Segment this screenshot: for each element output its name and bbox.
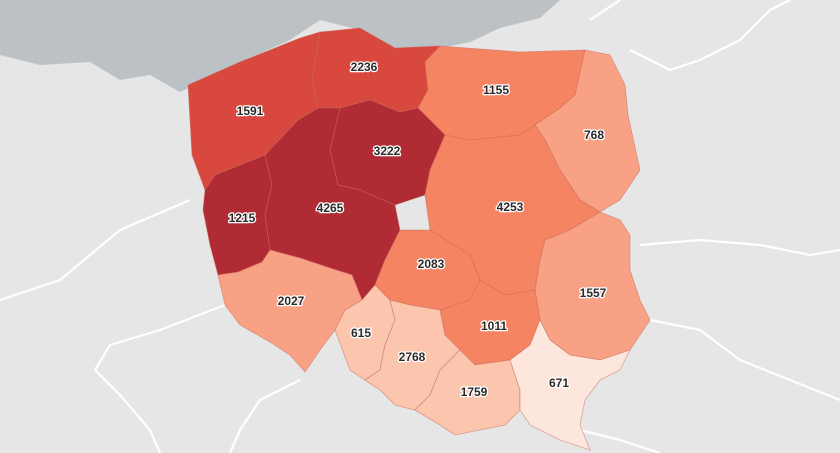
value-label-kujawsko-pomorskie: 3222 bbox=[374, 144, 401, 158]
value-label-opolskie: 615 bbox=[351, 326, 371, 340]
value-label-mazowieckie: 4253 bbox=[497, 200, 524, 214]
value-label-podkarpackie: 671 bbox=[549, 376, 569, 390]
value-label-swietokrzyskie: 1011 bbox=[481, 319, 507, 333]
value-label-warminsko-mazurskie: 1155 bbox=[483, 83, 509, 97]
value-label-slaskie: 2768 bbox=[399, 350, 426, 364]
voivodeships bbox=[187, 27, 651, 451]
value-label-lubelskie: 1557 bbox=[580, 286, 607, 300]
value-label-dolnoslaskie: 2027 bbox=[278, 294, 305, 308]
value-label-pomorskie: 2236 bbox=[351, 60, 378, 74]
value-label-wielkopolskie: 4265 bbox=[317, 201, 344, 215]
value-labels: 1591 2236 1155 768 3222 1215 4265 4253 2… bbox=[227, 59, 608, 401]
region-shape-podkarpackie[interactable] bbox=[509, 319, 631, 451]
value-label-lubuskie: 1215 bbox=[229, 211, 256, 225]
value-label-zachodniopomorskie: 1591 bbox=[237, 104, 264, 118]
value-label-lodzkie: 2083 bbox=[418, 257, 445, 271]
value-label-podlaskie: 768 bbox=[584, 128, 604, 142]
value-label-malopolskie: 1759 bbox=[461, 385, 488, 399]
baltic-sea bbox=[0, 0, 560, 92]
baltic-sea-gulf bbox=[0, 0, 120, 40]
